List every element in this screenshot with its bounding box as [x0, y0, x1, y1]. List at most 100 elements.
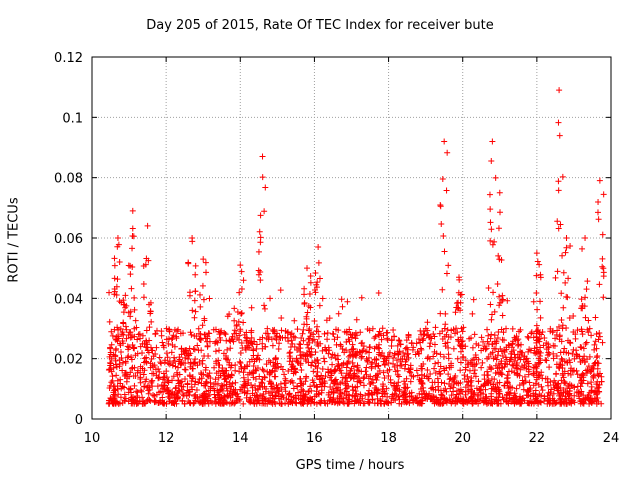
- data-point: [509, 384, 516, 391]
- data-point: [259, 366, 266, 373]
- data-point: [356, 348, 363, 355]
- data-point: [533, 330, 540, 337]
- data-point: [439, 400, 446, 407]
- data-point: [271, 386, 278, 393]
- data-point: [586, 397, 593, 404]
- data-point: [129, 342, 136, 349]
- data-point: [272, 335, 279, 342]
- data-point: [169, 388, 176, 395]
- data-point: [331, 336, 338, 343]
- data-point: [544, 379, 551, 386]
- data-point: [343, 347, 350, 354]
- data-point: [139, 349, 146, 356]
- data-point: [326, 347, 333, 354]
- data-point: [202, 335, 209, 342]
- data-point: [441, 248, 448, 255]
- data-point: [375, 362, 382, 369]
- data-point: [171, 400, 178, 407]
- data-point: [517, 366, 524, 373]
- data-point: [457, 367, 464, 374]
- data-point: [282, 400, 289, 407]
- data-point: [339, 346, 346, 353]
- data-point: [476, 386, 483, 393]
- data-point: [232, 362, 239, 369]
- data-point: [397, 341, 404, 348]
- data-point: [212, 348, 219, 355]
- data-point: [305, 344, 312, 351]
- data-point: [578, 388, 585, 395]
- data-point: [533, 349, 540, 356]
- data-point: [548, 386, 555, 393]
- data-point: [134, 336, 141, 343]
- data-point: [535, 355, 542, 362]
- data-point: [457, 359, 464, 366]
- data-point: [297, 360, 304, 367]
- data-point: [553, 331, 560, 338]
- data-point: [452, 395, 459, 402]
- data-point: [118, 331, 125, 338]
- data-point: [182, 375, 189, 382]
- data-point: [272, 373, 279, 380]
- data-point: [521, 361, 528, 368]
- data-point: [196, 330, 203, 337]
- data-point: [237, 360, 244, 367]
- data-point: [468, 382, 475, 389]
- data-point: [179, 391, 186, 398]
- data-point: [227, 383, 234, 390]
- data-point: [143, 327, 150, 334]
- data-point: [381, 375, 388, 382]
- data-point: [324, 329, 331, 336]
- data-point: [408, 389, 415, 396]
- data-point: [205, 393, 212, 400]
- data-point: [184, 350, 191, 357]
- data-point: [253, 392, 260, 399]
- data-point: [437, 387, 444, 394]
- data-point: [394, 371, 401, 378]
- data-point: [545, 349, 552, 356]
- data-point: [207, 384, 214, 391]
- data-point: [492, 174, 499, 181]
- data-point: [181, 366, 188, 373]
- data-point: [132, 397, 139, 404]
- data-point: [196, 359, 203, 366]
- data-point: [432, 324, 439, 331]
- data-point: [187, 360, 194, 367]
- data-point: [494, 281, 501, 288]
- data-point: [357, 349, 364, 356]
- data-point: [307, 351, 314, 358]
- data-point: [533, 272, 540, 279]
- data-point: [416, 390, 423, 397]
- data-point: [498, 326, 505, 333]
- data-point: [282, 327, 289, 334]
- data-point: [321, 330, 328, 337]
- data-point: [496, 293, 503, 300]
- data-point: [265, 357, 272, 364]
- data-point: [438, 220, 445, 227]
- data-point: [120, 319, 127, 326]
- x-tick-label: 10: [84, 431, 101, 446]
- data-point: [419, 337, 426, 344]
- data-point: [305, 336, 312, 343]
- data-point: [574, 383, 581, 390]
- data-point: [496, 189, 503, 196]
- data-point: [261, 208, 268, 215]
- data-point: [388, 342, 395, 349]
- data-point: [566, 315, 573, 322]
- data-point: [563, 235, 570, 241]
- data-point: [456, 274, 463, 281]
- data-point: [431, 341, 438, 348]
- data-point: [561, 345, 568, 352]
- data-point: [329, 361, 336, 368]
- data-point: [567, 242, 574, 249]
- data-point: [402, 380, 409, 387]
- data-point: [404, 384, 411, 391]
- data-point: [403, 337, 410, 344]
- data-point: [308, 362, 315, 369]
- data-point: [334, 384, 341, 391]
- data-point: [330, 386, 337, 393]
- data-point: [539, 329, 546, 336]
- data-point: [228, 371, 235, 378]
- data-point: [456, 342, 463, 349]
- data-point: [158, 360, 165, 367]
- data-point: [159, 394, 166, 401]
